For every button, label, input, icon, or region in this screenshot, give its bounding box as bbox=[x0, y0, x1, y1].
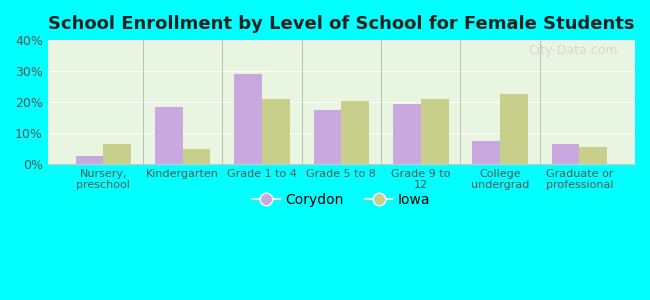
Bar bbox=[341, 100, 369, 164]
Text: City-Data.com: City-Data.com bbox=[528, 44, 618, 57]
Bar bbox=[155, 107, 183, 164]
Bar bbox=[75, 156, 103, 164]
Bar bbox=[103, 144, 131, 164]
Bar bbox=[393, 103, 421, 164]
Bar bbox=[183, 148, 211, 164]
Title: School Enrollment by Level of School for Female Students: School Enrollment by Level of School for… bbox=[48, 15, 634, 33]
Bar bbox=[552, 144, 579, 164]
Bar bbox=[473, 141, 500, 164]
Legend: Corydon, Iowa: Corydon, Iowa bbox=[246, 188, 436, 213]
Bar bbox=[234, 74, 262, 164]
Bar bbox=[579, 147, 607, 164]
Bar bbox=[262, 99, 290, 164]
Bar bbox=[313, 110, 341, 164]
Bar bbox=[421, 99, 448, 164]
Bar bbox=[500, 94, 528, 164]
